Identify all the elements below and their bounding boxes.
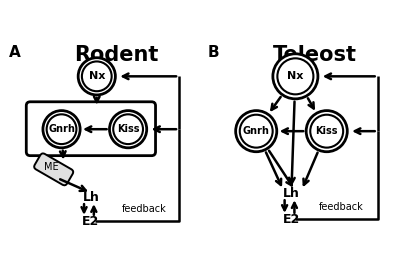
Text: Kiss: Kiss [117, 124, 139, 134]
Text: Rodent: Rodent [74, 45, 158, 65]
Text: Nx: Nx [287, 71, 304, 81]
Circle shape [78, 58, 115, 95]
Text: Lh: Lh [283, 187, 300, 200]
Circle shape [240, 115, 273, 148]
Text: A: A [9, 45, 20, 60]
FancyBboxPatch shape [34, 153, 73, 185]
Text: feedback: feedback [319, 202, 364, 212]
Text: feedback: feedback [122, 205, 167, 215]
Text: Teleost: Teleost [273, 45, 357, 65]
FancyBboxPatch shape [26, 102, 156, 156]
Text: ME: ME [44, 162, 59, 172]
Circle shape [82, 61, 112, 91]
Text: E2: E2 [82, 215, 100, 228]
Circle shape [110, 111, 147, 148]
Circle shape [306, 111, 347, 152]
Circle shape [277, 58, 314, 94]
Text: B: B [207, 45, 219, 60]
Text: Lh: Lh [82, 191, 99, 204]
Circle shape [47, 114, 76, 144]
Text: E2: E2 [283, 213, 300, 226]
Text: Gnrh: Gnrh [48, 124, 75, 134]
Text: Kiss: Kiss [316, 126, 338, 136]
Circle shape [113, 114, 143, 144]
Circle shape [273, 54, 318, 99]
Circle shape [43, 111, 80, 148]
Text: Gnrh: Gnrh [243, 126, 270, 136]
Text: Nx: Nx [88, 71, 105, 81]
Circle shape [310, 115, 343, 148]
Circle shape [236, 111, 277, 152]
